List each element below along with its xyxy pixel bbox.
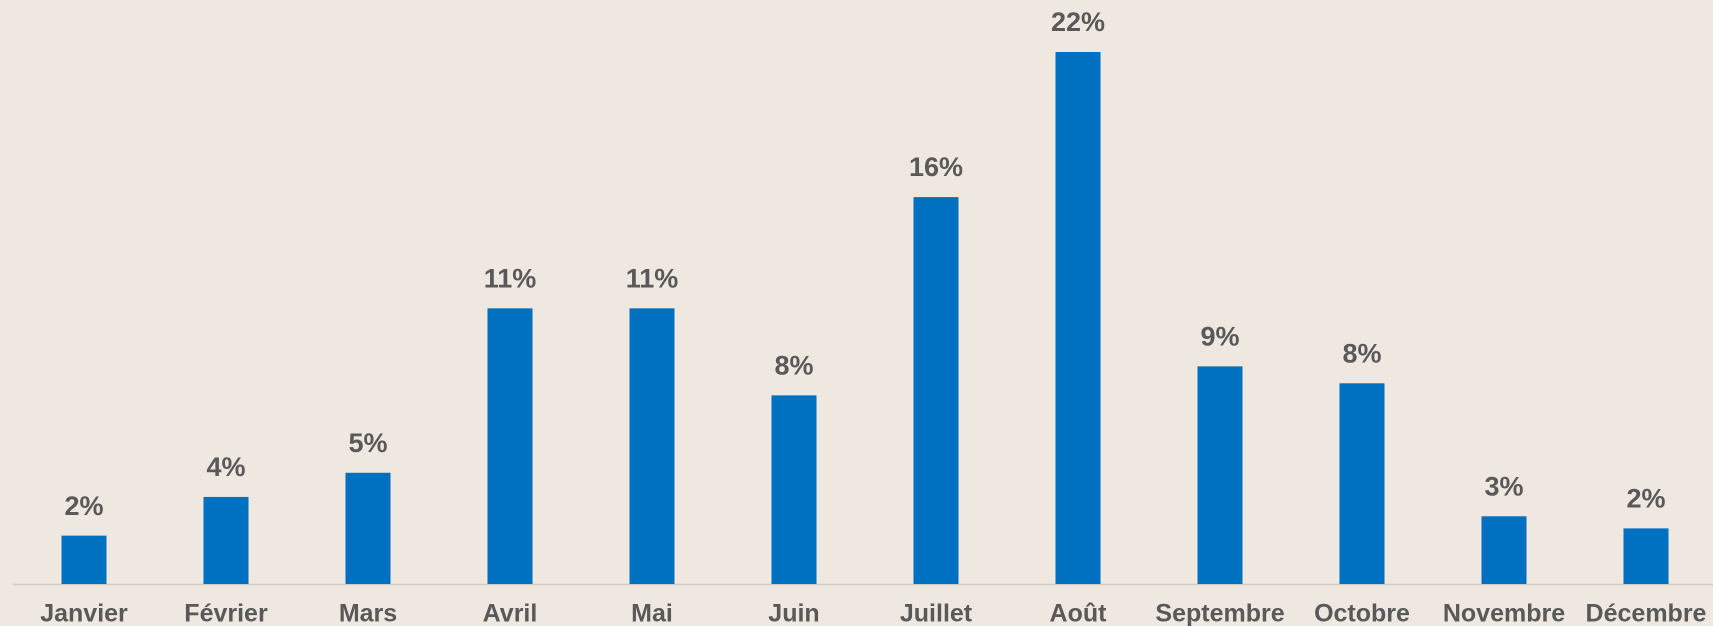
x-tick-label: Janvier	[40, 600, 128, 626]
x-tick-label: Mai	[631, 600, 673, 626]
x-tick-label: Mars	[339, 600, 397, 626]
x-tick-label: Août	[1050, 600, 1108, 626]
bar	[1055, 52, 1101, 584]
bar	[1623, 528, 1669, 584]
value-label: 2%	[64, 491, 103, 521]
bar	[629, 308, 675, 584]
x-tick-label: Octobre	[1314, 600, 1410, 626]
bar	[345, 472, 391, 584]
x-tick-label: Juillet	[900, 600, 973, 626]
value-label: 8%	[1342, 338, 1381, 368]
bar	[203, 496, 249, 584]
x-tick-label: Juin	[768, 600, 819, 626]
x-tick-label: Avril	[483, 600, 538, 626]
value-label: 8%	[774, 351, 813, 381]
value-label: 9%	[1200, 321, 1239, 351]
value-label: 2%	[1626, 484, 1665, 514]
bar	[1197, 366, 1243, 584]
value-label: 3%	[1484, 471, 1523, 501]
bar	[487, 308, 533, 584]
x-tick-label: Septembre	[1155, 600, 1284, 626]
bar	[1339, 383, 1385, 584]
value-label: 11%	[626, 263, 679, 293]
bar	[771, 395, 817, 584]
value-label: 11%	[484, 263, 537, 293]
bar	[913, 197, 959, 584]
value-label: 4%	[206, 452, 245, 482]
x-tick-label: Février	[184, 600, 268, 626]
value-label: 5%	[348, 428, 387, 458]
value-label: 22%	[1051, 7, 1105, 37]
bar	[1481, 516, 1527, 584]
bar	[61, 535, 107, 584]
value-label: 16%	[909, 152, 963, 182]
x-tick-label: Novembre	[1443, 600, 1565, 626]
x-tick-label: Décembre	[1586, 600, 1707, 626]
